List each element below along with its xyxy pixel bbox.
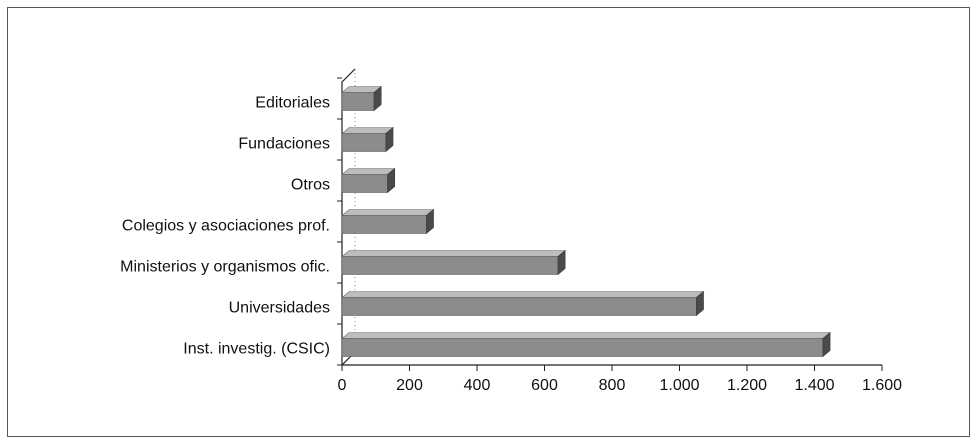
chart-bars [341,85,831,358]
bar-front-face [341,133,387,152]
x-tick-labels: 0 200 400 600 800 1.000 1.200 1.400 1.600 [338,377,903,394]
bar-front-face [341,297,697,316]
chart-frame: Editoriales Fundaciones Otros Colegios y as… [7,7,970,437]
bar-side-face [557,249,566,276]
bar-top-face [341,332,831,339]
bar-inst-investig-csic [341,331,831,358]
bar-side-face [385,126,394,153]
x-tick-label-600: 600 [531,377,558,394]
category-label-otros: Otros [291,177,330,194]
bar-front-face [341,92,375,111]
bar-side-face [426,208,434,235]
bar-side-face [696,290,704,317]
x-tick-label-1-600: 1.600 [862,377,902,394]
category-label-universidades: Universidades [229,300,330,317]
x-tick-label-1-000: 1.000 [659,377,699,394]
category-labels: Editoriales Fundaciones Otros Colegios y as… [120,95,330,358]
bar-side-face [373,85,382,112]
bar-top-face [341,209,435,216]
bar-side-face [387,167,396,194]
bar-top-face [341,127,394,134]
bar-chart: Editoriales Fundaciones Otros Colegios y as… [120,68,903,394]
bar-top-face [341,250,566,257]
x-tick-label-1-400: 1.400 [794,377,834,394]
bar-front-face [341,338,824,357]
x-tick-label-800: 800 [599,377,626,394]
category-label-fundaciones: Fundaciones [238,136,330,153]
bar-front-face [341,174,388,193]
bar-top-face [341,168,396,175]
bar-editoriales [341,85,383,112]
bar-side-face [822,331,831,358]
x-tick-label-0: 0 [338,377,347,394]
bar-ministerios-y-organismos-ofic [341,249,566,276]
category-label-ministerios-y-organismos-ofic: Ministerios y organismos ofic. [120,259,330,276]
bar-front-face [341,256,559,275]
bar-top-face [341,291,705,298]
bar-front-face [341,215,427,234]
x-tick-label-400: 400 [464,377,491,394]
x-tick-label-1-200: 1.200 [727,377,767,394]
bar-fundaciones [341,126,394,153]
bar-colegios-y-asociaciones-prof [341,208,435,235]
category-label-inst-investig-csic: Inst. investig. (CSIC) [183,341,330,358]
x-tick-label-200: 200 [396,377,423,394]
bar-otros [341,167,396,194]
category-label-editoriales: Editoriales [255,95,330,112]
bar-universidades [341,290,705,317]
category-label-colegios-y-asociaciones-prof: Colegios y asociaciones prof. [122,218,330,235]
